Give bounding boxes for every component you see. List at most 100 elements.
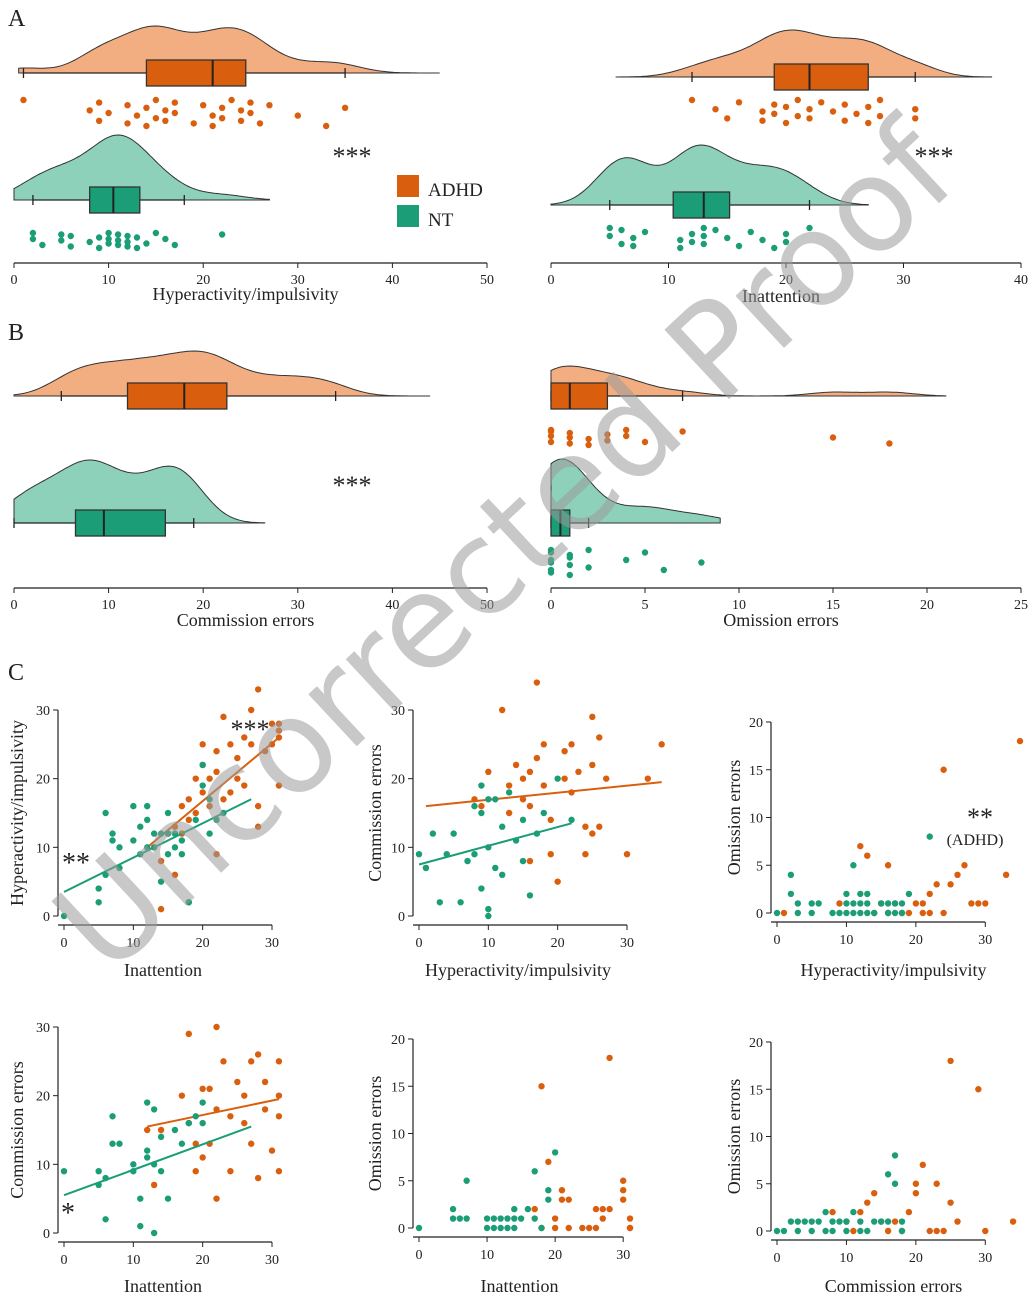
scatter-point-adhd <box>926 890 933 898</box>
scatter-point-nt <box>130 837 137 844</box>
scatter-point-nt <box>857 1218 864 1225</box>
scatter-point-nt <box>60 912 68 920</box>
scatter-point-nt <box>130 802 137 810</box>
x-tick-label: 30 <box>265 1253 279 1268</box>
scatter-point-adhd <box>864 852 871 859</box>
scatter-point-adhd <box>829 1208 836 1216</box>
x-axis-label: Inattention <box>124 1276 202 1296</box>
rain-point-adhd <box>124 120 131 127</box>
scatter-point-nt <box>843 1227 850 1235</box>
rain-point-adhd <box>171 109 179 117</box>
scatter-point-nt <box>794 1218 802 1225</box>
scatter-point-adhd <box>836 900 843 907</box>
scatter-point-nt <box>773 1227 781 1235</box>
rain-point-nt <box>782 230 790 238</box>
x-tick-label: 20 <box>909 1251 923 1266</box>
scatter-point-adhd <box>478 802 485 810</box>
scatter-point-nt <box>199 782 206 789</box>
scatter-point-adhd <box>850 1227 857 1235</box>
scatter-point-adhd <box>199 789 206 796</box>
scatter-point-nt <box>144 1147 151 1154</box>
scatter-point-adhd <box>248 706 255 714</box>
scatter-point-nt <box>504 1224 511 1232</box>
scatter-point-adhd <box>926 1227 933 1235</box>
scatter-point-adhd <box>975 1086 982 1093</box>
rain-point-nt <box>114 237 122 244</box>
scatter-point-adhd <box>199 741 206 748</box>
scatter-point-adhd <box>926 909 933 917</box>
scatter-point-nt <box>926 833 933 840</box>
scatter-point-adhd <box>519 796 527 803</box>
scatter-point-nt <box>185 899 192 906</box>
scatter-point-adhd <box>254 686 262 693</box>
x-tick-label: 20 <box>551 936 565 951</box>
scatter-point-nt <box>483 1215 491 1222</box>
scatter-point-adhd <box>603 775 610 782</box>
x-tick-label: 40 <box>385 273 399 288</box>
scatter-point-nt <box>178 851 186 858</box>
rain-point-adhd <box>688 96 696 104</box>
density-nt <box>550 458 721 524</box>
rain-point-adhd <box>171 99 179 106</box>
scatter-point-adhd <box>905 1208 913 1216</box>
scatter-point-nt <box>891 1152 899 1159</box>
rain-point-adhd <box>95 117 103 125</box>
scatter-point-adhd <box>599 1205 606 1213</box>
scatter-point-adhd <box>864 1199 871 1206</box>
rain-point-adhd <box>841 117 848 124</box>
scatter-point-adhd <box>565 1224 572 1232</box>
scatter-point-nt <box>185 1119 192 1127</box>
x-tick-label: 40 <box>1014 273 1028 288</box>
rain-point-nt <box>782 238 790 246</box>
y-tick-label: 0 <box>398 910 405 925</box>
scatter-point-adhd <box>619 1187 627 1194</box>
scatter-point-nt <box>850 909 857 917</box>
rain-point-adhd <box>566 440 573 447</box>
rain-point-nt <box>585 564 592 571</box>
scatter-point-adhd <box>227 1168 234 1175</box>
scatter-point-nt <box>497 1215 504 1222</box>
scatter-point-nt <box>857 909 864 917</box>
significance-annotation: *** <box>231 715 270 744</box>
scatter-point-nt <box>884 909 892 917</box>
scatter-point-adhd <box>592 1205 600 1213</box>
scatter-point-nt <box>499 871 506 878</box>
x-tick-label: 25 <box>1014 598 1028 613</box>
rain-point-nt <box>58 231 65 238</box>
significance-annotation: (ADHD) <box>947 832 1004 849</box>
scatter-point-adhd <box>192 775 199 782</box>
rain-point-adhd <box>247 109 254 117</box>
density-nt <box>13 134 270 201</box>
scatter-point-adhd <box>933 1227 940 1235</box>
scatter-point-adhd <box>626 1224 634 1232</box>
scatter-point-adhd <box>545 1158 552 1166</box>
scatter-point-adhd <box>234 775 241 782</box>
rain-point-nt <box>688 230 696 238</box>
scatter-point-adhd <box>547 851 554 858</box>
x-tick-label: 0 <box>11 273 18 288</box>
scatter-point-adhd <box>234 754 241 762</box>
watermark: Uncorrected Proof <box>25 91 985 1001</box>
x-tick-label: 20 <box>196 598 210 613</box>
rain-point-nt <box>67 232 74 240</box>
rain-point-adhd <box>794 96 801 104</box>
rain-point-adhd <box>912 115 919 122</box>
scatter-point-nt <box>891 1180 899 1187</box>
x-axis-label: Inattention <box>742 286 820 306</box>
scatter-point-nt <box>116 1140 123 1147</box>
y-tick-label: 10 <box>749 1131 763 1146</box>
box-adhd <box>773 63 869 91</box>
significance-marker: *** <box>333 471 372 500</box>
y-tick-label: 15 <box>749 764 763 779</box>
scatter-point-nt <box>898 909 906 917</box>
scatter-point-adhd <box>905 909 913 917</box>
scatter-point-nt <box>157 1168 165 1175</box>
rain-point-adhd <box>912 106 919 113</box>
rain-point-adhd <box>782 119 790 127</box>
x-axis-label: Omission errors <box>723 610 839 630</box>
scatter-point-nt <box>456 1215 464 1222</box>
scatter-point-nt <box>150 1106 158 1113</box>
scatter-point-adhd <box>261 1078 269 1086</box>
rain-point-adhd <box>759 117 766 124</box>
x-tick-label: 30 <box>291 598 305 613</box>
